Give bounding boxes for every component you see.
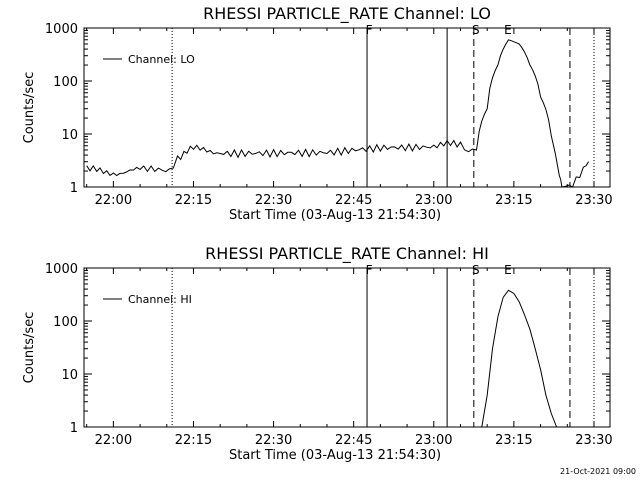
y-axis-label: Counts/sec	[22, 312, 37, 384]
y-tick-label: 100	[53, 315, 78, 330]
x-tick-label: 22:15	[175, 433, 212, 448]
x-axis-label: Start Time (03-Aug-13 21:54:30)	[229, 448, 441, 463]
chart-title: RHESSI PARTICLE_RATE Channel: HI	[205, 244, 489, 264]
x-tick-label: 22:00	[95, 433, 132, 448]
y-tick-label: 1000	[45, 22, 78, 37]
x-axis-label: Start Time (03-Aug-13 21:54:30)	[229, 208, 441, 223]
y-tick-label: 1	[70, 181, 78, 196]
footer-timestamp: 21-Oct-2021 09:00	[560, 467, 636, 476]
x-tick-label: 23:00	[415, 433, 452, 448]
y-tick-label: 10	[61, 128, 78, 143]
plot-frame	[83, 27, 611, 188]
marker-label: F	[366, 263, 373, 277]
x-tick-label: 23:15	[495, 433, 532, 448]
series-line	[86, 39, 590, 188]
x-tick-label: 22:15	[175, 193, 212, 208]
y-tick-label: 10	[61, 368, 78, 383]
series-line	[481, 289, 558, 428]
x-tick-label: 22:30	[255, 433, 292, 448]
plot-frame	[83, 267, 611, 428]
y-tick-label: 1	[70, 421, 78, 436]
marker-label: S	[472, 263, 480, 277]
x-tick-label: 23:15	[495, 193, 532, 208]
x-tick-label: 22:45	[335, 433, 372, 448]
x-tick-label: 22:45	[335, 193, 372, 208]
x-tick-label: 23:30	[575, 193, 612, 208]
x-tick-label: 22:30	[255, 193, 292, 208]
legend-label: Channel: LO	[128, 53, 195, 66]
legend-label: Channel: HI	[128, 293, 192, 306]
x-tick-label: 23:00	[415, 193, 452, 208]
y-axis-label: Counts/sec	[22, 72, 37, 144]
y-tick-label: 100	[53, 75, 78, 90]
x-tick-label: 22:00	[95, 193, 132, 208]
chart-title: RHESSI PARTICLE_RATE Channel: LO	[203, 4, 491, 24]
y-tick-label: 1000	[45, 262, 78, 277]
marker-label: E	[504, 263, 512, 277]
marker-label: E	[504, 23, 512, 37]
marker-label: S	[472, 23, 480, 37]
marker-label: F	[366, 23, 373, 37]
x-tick-label: 23:30	[575, 433, 612, 448]
